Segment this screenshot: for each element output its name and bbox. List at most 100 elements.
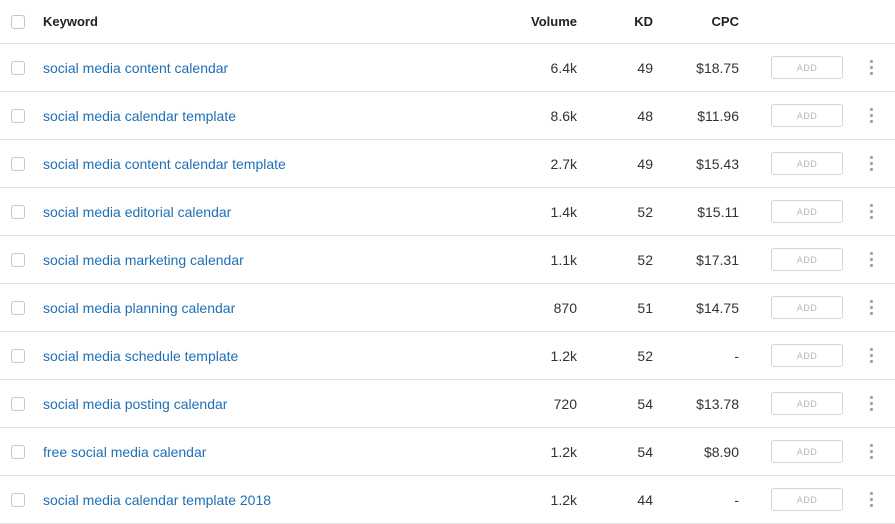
add-button[interactable]: ADD: [771, 392, 843, 415]
cpc-value: $13.78: [696, 395, 739, 412]
keyword-link[interactable]: free social media calendar: [43, 443, 207, 460]
kd-value: 48: [637, 107, 653, 124]
keyword-link[interactable]: social media schedule template: [43, 347, 239, 364]
row-checkbox-cell: [11, 92, 27, 139]
table-row: free social media calendar 1.2k 54 $8.90…: [0, 428, 895, 476]
add-button[interactable]: ADD: [771, 200, 843, 223]
kd-value: 54: [637, 443, 653, 460]
more-vertical-icon[interactable]: [864, 346, 878, 366]
row-checkbox[interactable]: [11, 252, 25, 267]
more-vertical-icon[interactable]: [864, 490, 878, 510]
keyword-link[interactable]: social media calendar template: [43, 107, 236, 124]
more-vertical-icon[interactable]: [864, 202, 878, 222]
volume-value: 2.7k: [550, 155, 577, 172]
keyword-column-header[interactable]: Keyword: [43, 14, 98, 29]
add-button[interactable]: ADD: [771, 344, 843, 367]
volume-value: 1.2k: [550, 491, 577, 508]
more-vertical-icon[interactable]: [864, 298, 878, 318]
keyword-cell: social media marketing calendar: [43, 236, 463, 283]
cpc-value: $18.75: [696, 59, 739, 76]
table-row: social media editorial calendar 1.4k 52 …: [0, 188, 895, 236]
table-row: social media content calendar 6.4k 49 $1…: [0, 44, 895, 92]
add-cell: ADD: [771, 332, 843, 379]
row-checkbox-cell: [11, 476, 27, 523]
add-button[interactable]: ADD: [771, 56, 843, 79]
row-checkbox[interactable]: [11, 60, 25, 75]
keyword-link[interactable]: social media content calendar template: [43, 155, 286, 172]
volume-value: 6.4k: [550, 59, 577, 76]
more-cell: [864, 380, 878, 427]
more-vertical-icon[interactable]: [864, 394, 878, 414]
add-cell: ADD: [771, 380, 843, 427]
cpc-value: -: [734, 491, 739, 508]
row-checkbox[interactable]: [11, 396, 25, 411]
more-vertical-icon[interactable]: [864, 58, 878, 78]
row-checkbox[interactable]: [11, 300, 25, 315]
kd-column-header[interactable]: KD: [634, 14, 653, 29]
table-row: social media posting calendar 720 54 $13…: [0, 380, 895, 428]
row-checkbox-cell: [11, 332, 27, 379]
keyword-link[interactable]: social media posting calendar: [43, 395, 228, 412]
kd-value: 52: [637, 251, 653, 268]
row-checkbox[interactable]: [11, 444, 25, 459]
kd-value: 52: [637, 203, 653, 220]
keyword-cell: social media posting calendar: [43, 380, 463, 427]
more-cell: [864, 140, 878, 187]
add-cell: ADD: [771, 428, 843, 475]
select-all-checkbox[interactable]: [11, 14, 25, 29]
keyword-cell: free social media calendar: [43, 428, 463, 475]
keyword-link[interactable]: social media planning calendar: [43, 299, 236, 316]
add-button[interactable]: ADD: [771, 296, 843, 319]
row-checkbox[interactable]: [11, 156, 25, 171]
cpc-value: -: [734, 347, 739, 364]
row-checkbox[interactable]: [11, 108, 25, 123]
add-cell: ADD: [771, 188, 843, 235]
kd-value: 44: [637, 491, 653, 508]
add-button[interactable]: ADD: [771, 488, 843, 511]
add-cell: ADD: [771, 44, 843, 91]
more-cell: [864, 284, 878, 331]
table-row: social media calendar template 8.6k 48 $…: [0, 92, 895, 140]
more-vertical-icon[interactable]: [864, 106, 878, 126]
more-vertical-icon[interactable]: [864, 154, 878, 174]
add-button[interactable]: ADD: [771, 248, 843, 271]
row-checkbox[interactable]: [11, 492, 25, 507]
keyword-link[interactable]: social media marketing calendar: [43, 251, 244, 268]
row-checkbox-cell: [11, 236, 27, 283]
add-cell: ADD: [771, 140, 843, 187]
more-vertical-icon[interactable]: [864, 250, 878, 270]
keyword-cell: social media schedule template: [43, 332, 463, 379]
add-button[interactable]: ADD: [771, 152, 843, 175]
more-vertical-icon[interactable]: [864, 442, 878, 462]
volume-column-header[interactable]: Volume: [531, 14, 577, 29]
cpc-value: $17.31: [696, 251, 739, 268]
keyword-link[interactable]: social media editorial calendar: [43, 203, 232, 220]
keyword-cell: social media planning calendar: [43, 284, 463, 331]
cpc-value: $8.90: [703, 443, 739, 460]
keyword-link[interactable]: social media calendar template 2018: [43, 491, 272, 508]
cpc-value: $14.75: [696, 299, 739, 316]
more-cell: [864, 92, 878, 139]
more-cell: [864, 236, 878, 283]
more-cell: [864, 476, 878, 523]
cpc-value: $15.43: [696, 155, 739, 172]
row-checkbox-cell: [11, 140, 27, 187]
volume-value: 1.2k: [550, 347, 577, 364]
add-button[interactable]: ADD: [771, 440, 843, 463]
keyword-cell: social media calendar template: [43, 92, 463, 139]
add-button[interactable]: ADD: [771, 104, 843, 127]
keyword-link[interactable]: social media content calendar: [43, 59, 229, 76]
row-checkbox-cell: [11, 380, 27, 427]
volume-value: 870: [553, 299, 577, 316]
select-all-cell: [11, 0, 27, 43]
row-checkbox[interactable]: [11, 204, 25, 219]
add-cell: ADD: [771, 236, 843, 283]
cpc-value: $11.96: [697, 107, 739, 124]
cpc-column-header[interactable]: CPC: [711, 14, 739, 29]
volume-value: 1.4k: [550, 203, 577, 220]
more-cell: [864, 428, 878, 475]
kd-value: 51: [637, 299, 653, 316]
table-header: Keyword Volume KD CPC: [0, 0, 895, 44]
volume-value: 1.1k: [550, 251, 577, 268]
row-checkbox[interactable]: [11, 348, 25, 363]
